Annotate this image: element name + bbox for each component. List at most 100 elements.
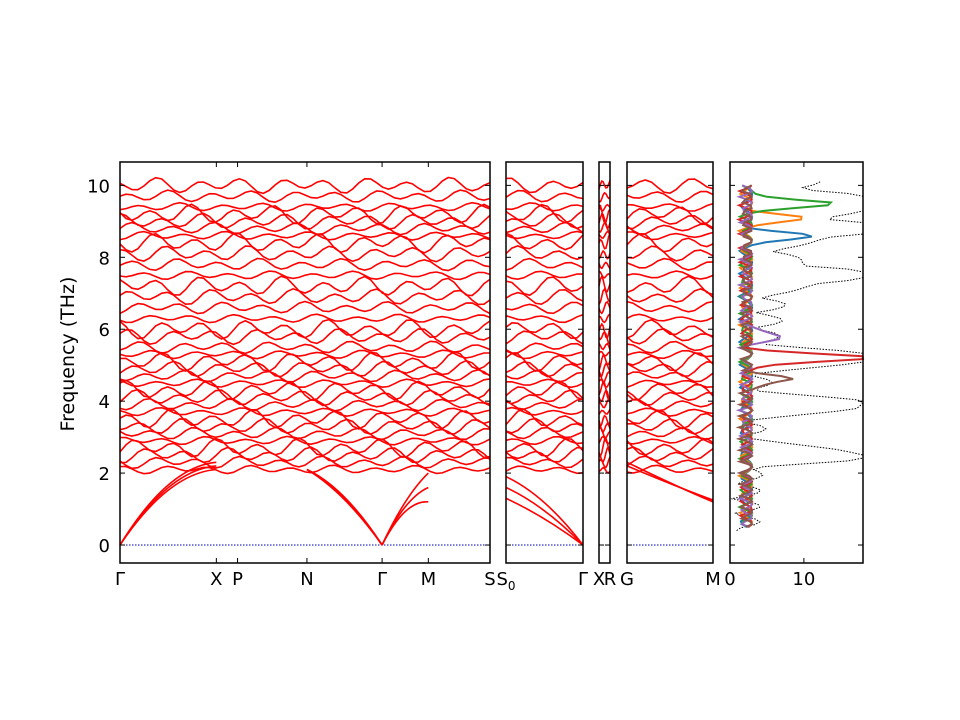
band-line — [119, 437, 491, 459]
band-line — [626, 352, 714, 372]
band-line — [505, 202, 584, 212]
band-line — [598, 212, 611, 230]
band-line — [505, 230, 584, 240]
band-line — [626, 318, 714, 339]
panel-frame — [626, 161, 714, 564]
panel-frame — [119, 161, 491, 564]
band-line — [505, 352, 584, 372]
panel-1: 0 2 4 6 8 10 Γ X P N Γ M S — [87, 161, 496, 590]
acoustic-branch — [626, 465, 714, 501]
band-line — [505, 406, 584, 416]
band-line — [120, 350, 491, 373]
band-line — [598, 274, 611, 293]
band-line — [598, 261, 611, 270]
band-line — [626, 275, 714, 296]
band-line — [626, 178, 714, 195]
acoustic-branch — [505, 475, 584, 546]
band-line — [598, 466, 611, 474]
band-line — [598, 322, 611, 340]
band-line — [505, 276, 584, 297]
band-line — [598, 249, 611, 260]
band-line — [626, 206, 714, 225]
acoustic-branch — [306, 468, 383, 546]
band-line — [119, 176, 491, 195]
band-line — [119, 257, 491, 272]
band-line — [119, 379, 491, 401]
band-line — [626, 437, 714, 456]
band-line — [626, 288, 714, 303]
band-line — [505, 408, 584, 427]
partial-dos-line — [735, 184, 865, 528]
band-line — [626, 300, 714, 313]
x-tick-label: X — [210, 569, 222, 590]
band-line — [119, 287, 491, 306]
partial-dos-line — [737, 184, 834, 528]
acoustic-branch — [505, 486, 584, 546]
panel-2: S0 Γ — [496, 161, 588, 593]
band-line — [626, 245, 714, 262]
band-line — [119, 464, 491, 475]
band-line — [505, 426, 584, 440]
band-line — [598, 408, 611, 415]
band-line — [598, 362, 611, 378]
band-line — [598, 232, 611, 250]
band-line — [505, 177, 584, 194]
band-line — [626, 214, 714, 230]
band-line — [119, 417, 491, 436]
dos-panel: 0 10 — [724, 161, 865, 590]
band-line — [599, 204, 611, 225]
band-line — [626, 409, 714, 430]
band-line — [119, 455, 491, 470]
acoustic-branch — [505, 497, 584, 546]
band-line — [626, 435, 714, 445]
band-line — [505, 437, 584, 457]
band-line — [626, 398, 714, 412]
band-line — [627, 231, 714, 241]
x-tick-label: R — [604, 569, 617, 590]
band-line — [505, 380, 584, 401]
dos-x-tick-label: 10 — [792, 569, 815, 590]
x-tick-label: N — [300, 569, 313, 590]
partial-dos-line — [735, 184, 794, 528]
band-line — [598, 179, 611, 190]
band-line — [505, 465, 584, 475]
band-line — [505, 361, 584, 378]
band-line — [598, 435, 611, 445]
band-line — [119, 230, 491, 241]
band-line — [505, 321, 584, 340]
band-line — [505, 257, 584, 271]
band-line — [598, 270, 611, 279]
band-line — [119, 378, 491, 389]
band-line — [119, 318, 491, 340]
band-line — [505, 203, 584, 224]
y-tick-label: 8 — [99, 248, 110, 269]
y-tick-label: 4 — [99, 392, 110, 413]
x-tick-label: X — [593, 569, 605, 590]
dos-frame — [729, 161, 864, 564]
band-line — [505, 232, 584, 251]
band-line — [598, 287, 610, 305]
band-line — [505, 350, 584, 360]
band-line — [505, 398, 584, 411]
band-line — [119, 203, 491, 225]
y-axis-label: Frequency (THz) — [57, 277, 79, 432]
x-tick-label: Γ — [578, 569, 588, 590]
band-line — [626, 328, 714, 345]
acoustic-branch — [119, 465, 217, 546]
band-line — [119, 270, 491, 281]
band-line — [119, 368, 491, 383]
band-line — [119, 406, 491, 418]
panel-frame — [598, 161, 611, 564]
x-tick-label: S — [484, 569, 495, 590]
band-line — [598, 300, 611, 315]
panel-3: XR — [593, 161, 617, 590]
band-line — [626, 371, 714, 383]
band-line — [505, 313, 584, 324]
band-line — [626, 426, 714, 441]
band-line — [626, 379, 714, 389]
band-line — [119, 232, 491, 254]
band-line — [626, 270, 714, 280]
band-line — [626, 257, 714, 271]
